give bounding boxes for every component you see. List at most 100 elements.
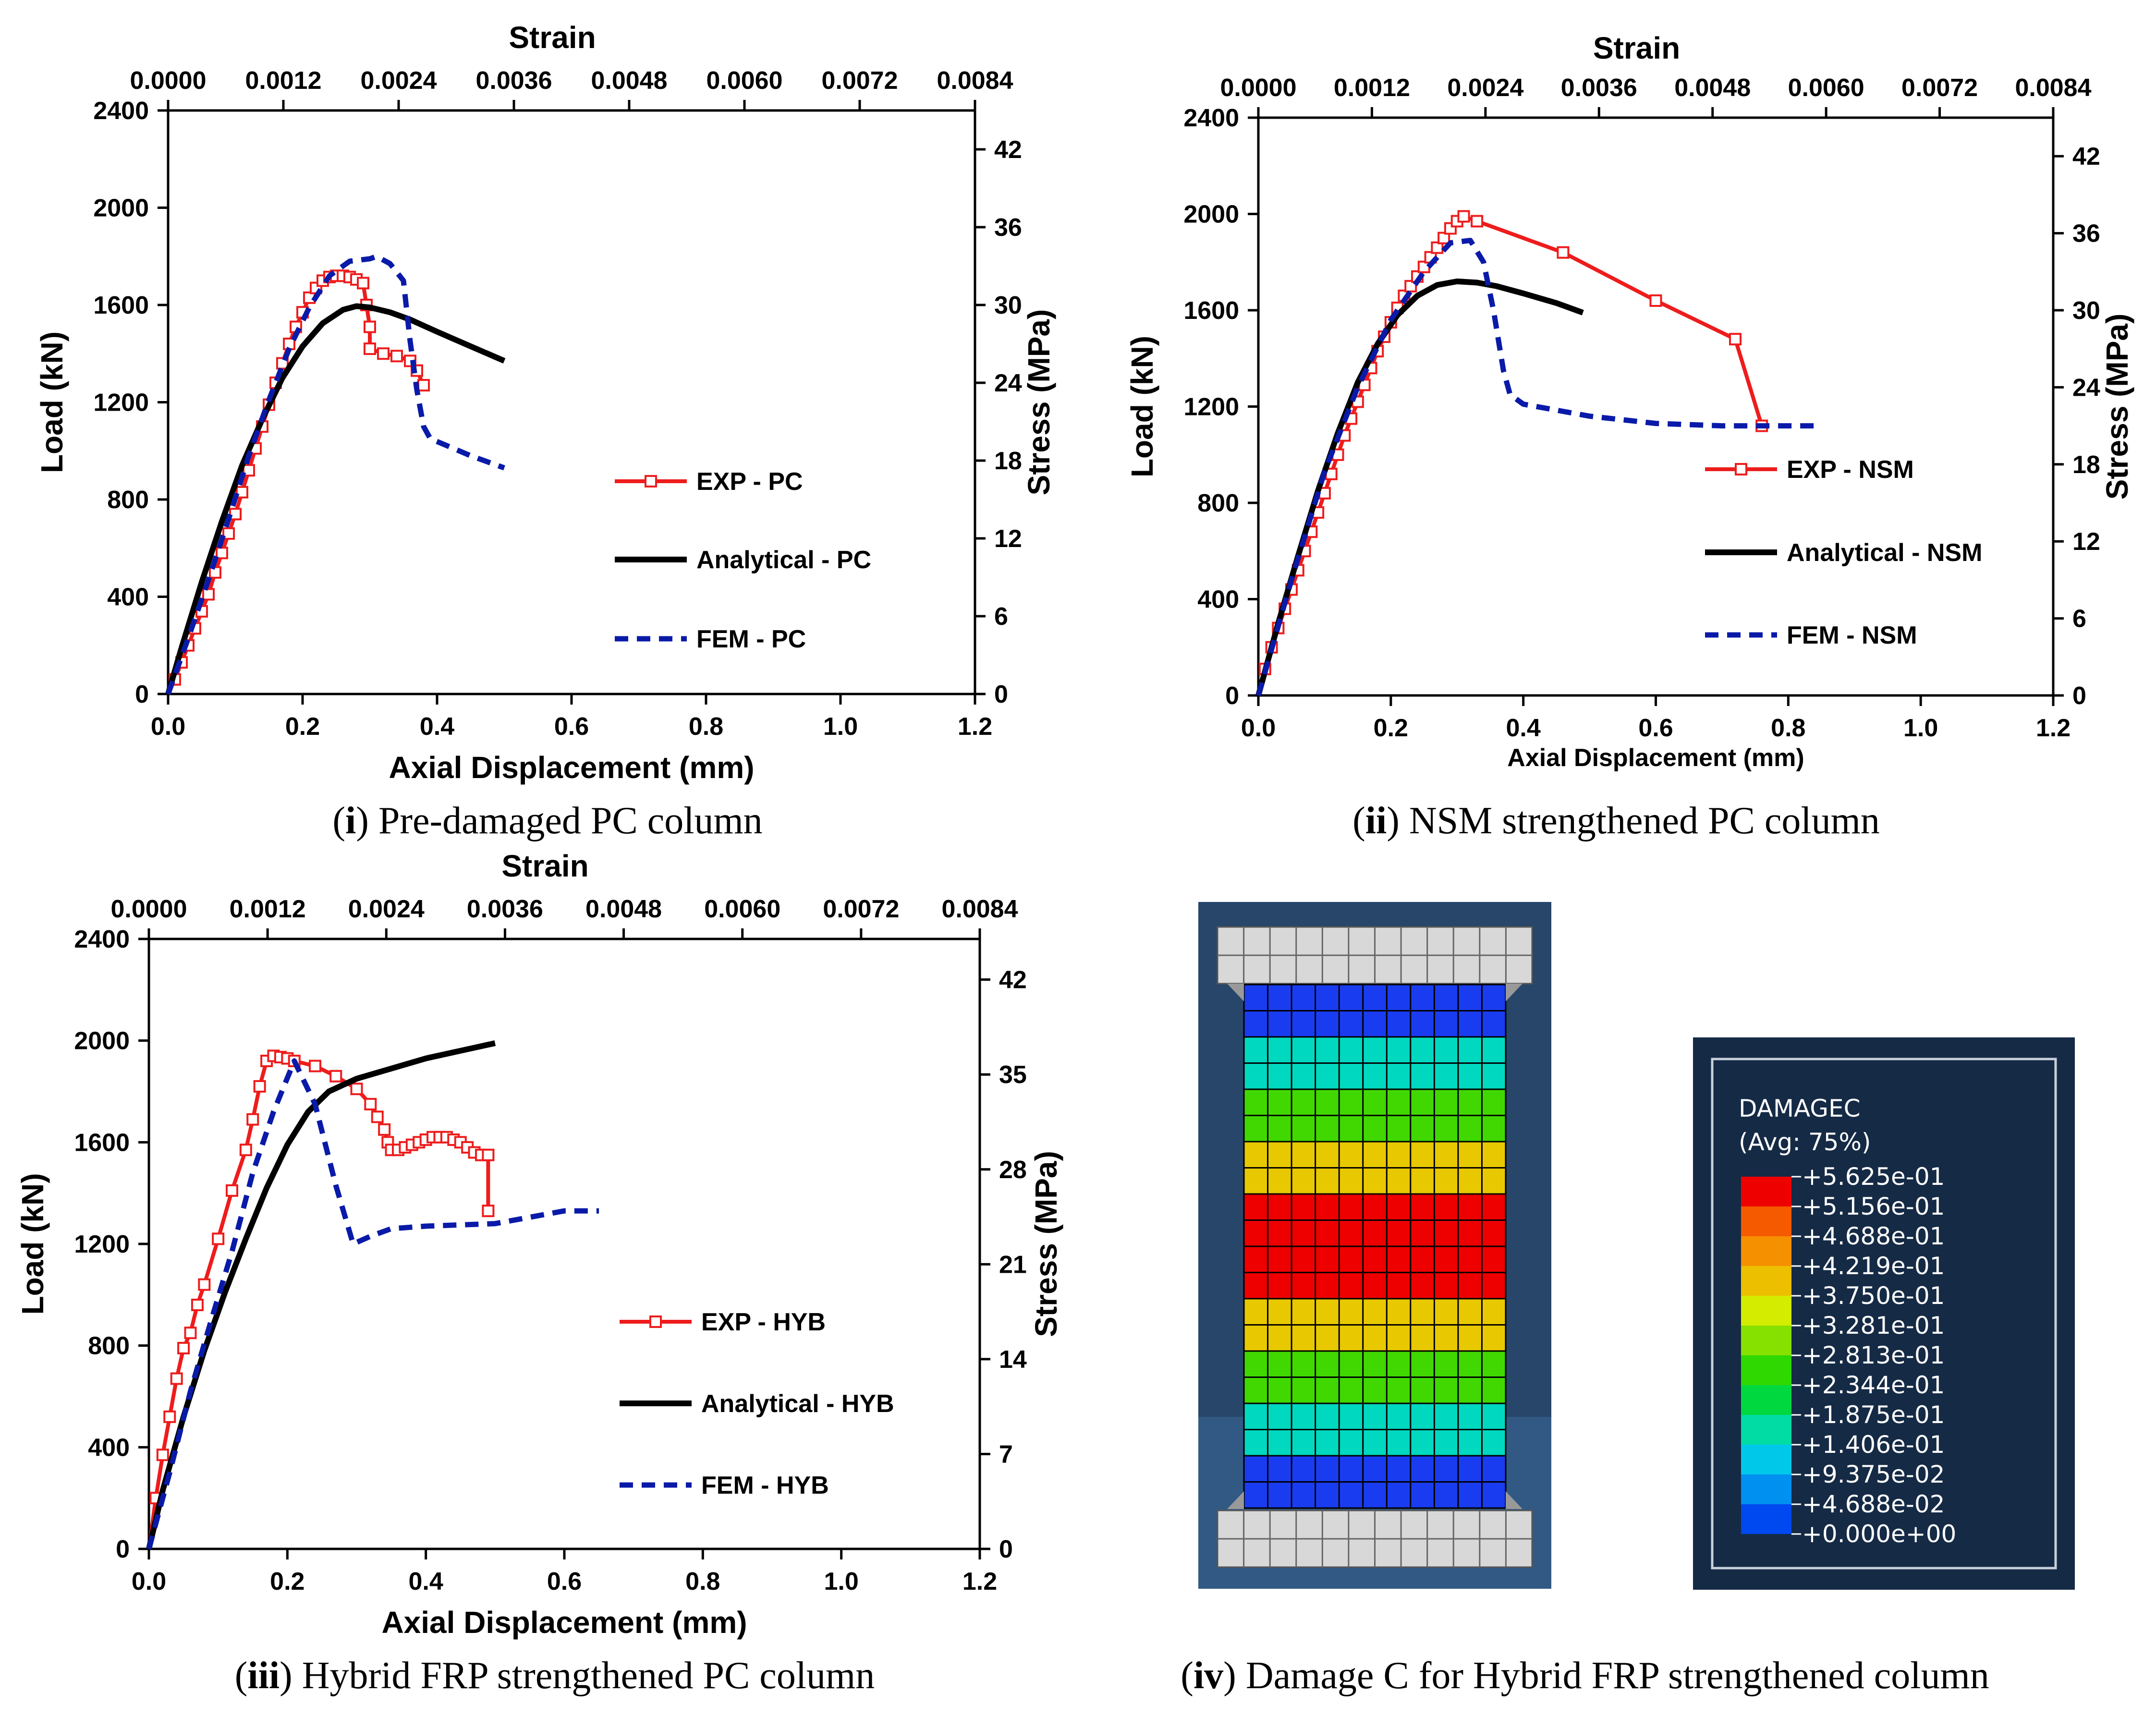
legend-label: EXP - NSM — [1787, 456, 1914, 484]
x-tick-label: 0.6 — [554, 713, 589, 741]
x2-tick-label: 0.0012 — [230, 895, 306, 923]
contour-legend-swatch — [1741, 1266, 1791, 1296]
x-tick-label: 1.2 — [962, 1568, 997, 1595]
x2-tick-label: 0.0000 — [130, 67, 206, 95]
series-line — [1255, 278, 1584, 696]
contour-legend-label: +9.375e-02 — [1802, 1461, 1945, 1488]
contour-legend-label: +2.813e-01 — [1802, 1341, 1945, 1369]
x2-tick-label: 0.0084 — [2015, 74, 2091, 102]
contour-legend-label: +1.875e-01 — [1802, 1401, 1945, 1429]
plot-frame — [167, 109, 976, 695]
y2-tick-label: 28 — [999, 1156, 1027, 1184]
caption-iii: (iii) Hybrid FRP strengthened PC column — [235, 1655, 875, 1697]
y-tick-label: 1600 — [74, 1129, 130, 1157]
legend-label: Analytical - NSM — [1787, 539, 1982, 567]
x-tick-label: 1.0 — [824, 1568, 859, 1595]
x-tick-label: 0.0 — [132, 1568, 166, 1595]
legend-label: FEM - NSM — [1787, 621, 1917, 649]
x2-tick-label: 0.0084 — [941, 895, 1018, 923]
contour-legend-label: +5.156e-01 — [1802, 1193, 1945, 1220]
x2-tick-label: 0.0072 — [821, 67, 898, 95]
y2-tick-label: 30 — [2072, 297, 2100, 325]
x-tick-label: 0.4 — [409, 1568, 443, 1595]
x-tick-label: 0.0 — [1241, 714, 1276, 742]
contour-legend-swatch — [1741, 1296, 1791, 1326]
y-tick-label: 1600 — [93, 292, 149, 319]
x-tick-label: 1.2 — [958, 713, 992, 741]
x-tick-label: 0.0 — [151, 713, 185, 741]
y-tick-label: 400 — [107, 584, 149, 611]
data-point-marker — [243, 464, 255, 477]
data-point-marker — [1729, 333, 1742, 346]
y-tick-label: 400 — [88, 1434, 130, 1461]
legend-label: EXP - HYB — [701, 1308, 826, 1336]
y2-tick-label: 12 — [2072, 528, 2100, 556]
y-tick-label: 1200 — [93, 389, 149, 417]
y2-tick-label: 42 — [994, 136, 1022, 164]
plot-frame — [1257, 116, 2055, 697]
y2-tick-label: 21 — [999, 1251, 1027, 1279]
x-tick-label: 0.2 — [285, 713, 320, 741]
contour-legend-swatch — [1741, 1504, 1791, 1534]
x-tick-label: 0.4 — [420, 713, 454, 741]
data-point-marker — [198, 1278, 211, 1291]
contour-legend-swatch — [1741, 1445, 1791, 1474]
data-point-marker — [212, 1232, 225, 1245]
x-tick-label: 1.2 — [2036, 714, 2071, 742]
legend-label: EXP - PC — [696, 468, 803, 496]
x2-tick-label: 0.0024 — [360, 67, 437, 95]
contour-legend-swatch — [1741, 1206, 1791, 1236]
y2-tick-label: 0 — [999, 1535, 1013, 1563]
contour-legend-label: +4.688e-02 — [1802, 1490, 1945, 1518]
y2-tick-label: 18 — [994, 447, 1022, 475]
data-point-marker — [329, 1070, 342, 1083]
x-tick-label: 0.6 — [1638, 714, 1673, 742]
x-tick-label: 0.8 — [1771, 714, 1805, 742]
contour-legend-frame — [1711, 1058, 2057, 1570]
data-point-marker — [229, 508, 242, 521]
series-line — [165, 303, 506, 695]
y2-axis-label: Stress (MPa) — [2100, 314, 2134, 500]
data-point-marker — [1557, 246, 1570, 259]
y2-tick-label: 0 — [2072, 682, 2086, 710]
data-point-marker — [378, 1123, 391, 1136]
x2-tick-label: 0.0012 — [1334, 74, 1410, 102]
contour-legend-label: +2.344e-01 — [1802, 1371, 1945, 1399]
contour-legend: DAMAGEC (Avg: 75%) +5.625e-01+5.156e-01+… — [1693, 1037, 2075, 1590]
data-point-marker — [222, 527, 235, 540]
data-point-marker — [482, 1148, 495, 1161]
data-point-marker — [364, 1097, 377, 1110]
contour-legend-subtitle: (Avg: 75%) — [1739, 1128, 1871, 1156]
fe-cap-flare — [1506, 1491, 1523, 1509]
contour-legend-label: +3.281e-01 — [1802, 1312, 1945, 1340]
contour-legend-swatch — [1741, 1326, 1791, 1355]
y-tick-label: 800 — [107, 486, 149, 514]
legend-marker — [649, 1315, 662, 1328]
y-tick-label: 800 — [1197, 489, 1239, 517]
y-tick-label: 2000 — [1183, 201, 1239, 229]
legend-label: Analytical - HYB — [701, 1390, 894, 1418]
data-point-marker — [202, 588, 215, 601]
y2-tick-label: 42 — [999, 966, 1027, 994]
contour-legend-swatch — [1741, 1236, 1791, 1266]
data-point-marker — [1471, 215, 1484, 228]
x-axis-label: Axial Displacement (mm) — [1507, 744, 1804, 772]
y-tick-label: 1600 — [1183, 297, 1239, 325]
x2-tick-label: 0.0036 — [467, 895, 543, 923]
fe-damage-contour — [1198, 902, 1551, 1589]
contour-legend-label: +3.750e-01 — [1802, 1282, 1945, 1310]
x2-tick-label: 0.0048 — [1674, 74, 1751, 102]
data-point-marker — [191, 1299, 204, 1311]
y2-tick-label: 36 — [2072, 220, 2100, 248]
x-tick-label: 0.2 — [1374, 714, 1408, 742]
y-axis-label: Load (kN) — [15, 1173, 50, 1315]
x2-axis-label: Strain — [501, 849, 588, 883]
y2-tick-label: 30 — [994, 292, 1022, 319]
data-point-marker — [1437, 231, 1450, 244]
caption-iv: (iv) Damage C for Hybrid FRP strengthene… — [1181, 1655, 1989, 1697]
data-point-marker — [184, 1327, 197, 1340]
y2-tick-label: 0 — [994, 681, 1008, 708]
x-tick-label: 0.8 — [685, 1568, 720, 1595]
legend-label: FEM - HYB — [701, 1472, 829, 1499]
series-line — [146, 1058, 599, 1550]
